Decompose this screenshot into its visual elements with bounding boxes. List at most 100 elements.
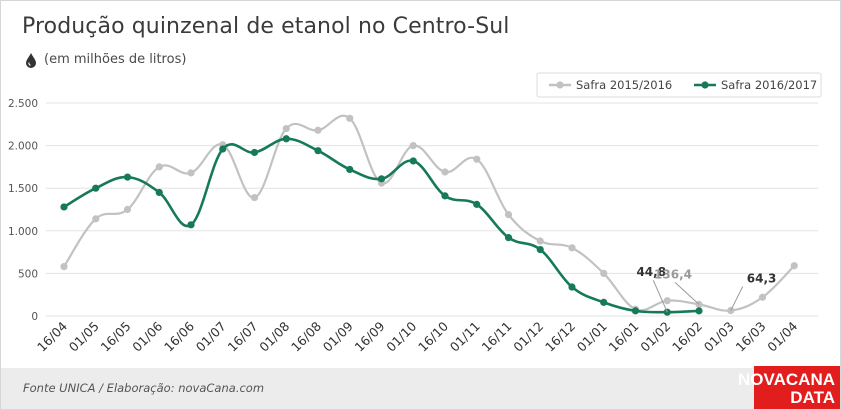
chart-subtitle: (em milhões de litros) bbox=[44, 52, 187, 67]
data-point[interactable] bbox=[155, 188, 163, 197]
x-tick-label: 16/10 bbox=[415, 318, 451, 354]
y-tick-label: 2.500 bbox=[8, 98, 38, 110]
y-tick-label: 500 bbox=[18, 268, 38, 280]
data-point[interactable] bbox=[187, 169, 195, 177]
y-tick-label: 1.500 bbox=[8, 183, 38, 195]
data-point[interactable] bbox=[600, 298, 608, 306]
x-tick-label: 01/05 bbox=[66, 319, 102, 355]
x-tick-label: 01/01 bbox=[574, 319, 610, 355]
annotation-label: 44,8 bbox=[636, 265, 666, 279]
x-tick-label: 16/07 bbox=[225, 319, 261, 355]
y-tick-label: 1.000 bbox=[8, 226, 38, 238]
x-tick-label: 01/02 bbox=[637, 319, 673, 355]
data-point[interactable] bbox=[504, 211, 513, 219]
source-note: Fonte UNICA / Elaboração: novaCana.com bbox=[23, 381, 265, 395]
data-point[interactable] bbox=[441, 192, 449, 200]
data-point[interactable] bbox=[600, 269, 608, 277]
annotation-leader bbox=[730, 286, 744, 311]
data-point[interactable] bbox=[92, 215, 100, 223]
data-point[interactable] bbox=[377, 175, 386, 183]
legend[interactable]: Safra 2015/2016 Safra 2016/2017 bbox=[536, 72, 822, 98]
data-point[interactable] bbox=[314, 147, 322, 155]
data-point[interactable] bbox=[536, 237, 544, 245]
data-point[interactable] bbox=[314, 126, 322, 134]
legend-marker bbox=[556, 81, 564, 89]
gridlines bbox=[46, 102, 818, 317]
x-tick-label: 01/09 bbox=[320, 318, 356, 354]
data-point[interactable] bbox=[695, 307, 703, 315]
x-tick-label: 01/03 bbox=[701, 319, 737, 355]
data-point[interactable] bbox=[155, 163, 163, 171]
data-point[interactable] bbox=[568, 244, 576, 252]
x-tick-label: 16/02 bbox=[669, 319, 705, 355]
novacana-logo[interactable]: NOVACANA DATA bbox=[738, 366, 840, 409]
data-point[interactable] bbox=[282, 135, 290, 143]
x-tick-label: 01/11 bbox=[447, 319, 483, 355]
logo-line2: DATA bbox=[790, 388, 835, 407]
data-point[interactable] bbox=[187, 221, 195, 229]
data-point[interactable] bbox=[758, 293, 767, 301]
legend-item[interactable]: Safra 2015/2016 bbox=[549, 78, 672, 92]
annotation-label: 136,4 bbox=[654, 267, 692, 281]
y-tick-label: 2.000 bbox=[8, 141, 38, 153]
data-point[interactable] bbox=[346, 114, 354, 122]
annotation-leader bbox=[674, 282, 700, 305]
data-point[interactable] bbox=[568, 283, 576, 291]
x-tick-label: 16/05 bbox=[98, 319, 134, 355]
data-point[interactable] bbox=[504, 234, 513, 242]
legend-box bbox=[536, 72, 822, 98]
x-tick-label: 16/04 bbox=[34, 318, 70, 354]
data-point[interactable] bbox=[473, 200, 481, 208]
x-tick-label: 01/08 bbox=[256, 318, 292, 354]
x-tick-label: 16/08 bbox=[288, 318, 324, 354]
x-tick-label: 16/12 bbox=[542, 319, 578, 355]
legend-label: Safra 2015/2016 bbox=[576, 78, 672, 92]
footer: Fonte UNICA / Elaboração: novaCana.com N… bbox=[1, 366, 840, 409]
x-tick-label: 01/07 bbox=[193, 319, 229, 355]
series bbox=[60, 114, 798, 316]
series-safra-2016-2017[interactable] bbox=[60, 135, 703, 316]
series-safra-2015-2016[interactable] bbox=[60, 114, 798, 315]
data-point[interactable] bbox=[441, 168, 449, 176]
drop-icon bbox=[26, 53, 36, 68]
data-point[interactable] bbox=[282, 124, 290, 133]
x-tick-label: 16/11 bbox=[479, 319, 515, 355]
chart-title: Produção quinzenal de etanol no Centro-S… bbox=[22, 14, 510, 39]
data-point[interactable] bbox=[790, 262, 798, 270]
legend-label: Safra 2016/2017 bbox=[721, 78, 817, 92]
y-axis-ticks: 0 500 1.000 1.500 2.000 2.500 bbox=[8, 98, 38, 323]
x-tick-label: 01/04 bbox=[764, 318, 800, 354]
line-chart: 0 500 1.000 1.500 2.000 2.500 16/0401/0516/05… bbox=[8, 72, 822, 355]
data-point[interactable] bbox=[60, 203, 68, 211]
annotation-label: 64,3 bbox=[747, 272, 777, 286]
y-tick-label: 0 bbox=[31, 311, 38, 323]
x-tick-label: 16/01 bbox=[606, 319, 642, 355]
x-tick-label: 16/06 bbox=[161, 318, 197, 354]
data-point[interactable] bbox=[536, 245, 544, 254]
legend-item[interactable]: Safra 2016/2017 bbox=[694, 78, 817, 92]
x-tick-label: 16/03 bbox=[733, 319, 769, 355]
annotation-leader bbox=[652, 279, 668, 313]
data-point[interactable] bbox=[409, 142, 417, 150]
legend-marker bbox=[701, 81, 709, 89]
data-point[interactable] bbox=[631, 307, 640, 315]
data-point[interactable] bbox=[123, 173, 132, 181]
data-point[interactable] bbox=[219, 145, 227, 153]
data-point[interactable] bbox=[346, 165, 354, 174]
logo-line1: NOVACANA bbox=[738, 370, 835, 389]
data-point[interactable] bbox=[92, 184, 100, 192]
x-tick-label: 16/09 bbox=[352, 318, 388, 354]
x-tick-label: 01/06 bbox=[129, 318, 165, 354]
data-point[interactable] bbox=[409, 157, 417, 165]
data-point[interactable] bbox=[60, 262, 68, 271]
data-point[interactable] bbox=[250, 193, 259, 202]
data-point[interactable] bbox=[123, 205, 132, 214]
data-point[interactable] bbox=[663, 297, 671, 305]
x-tick-label: 01/10 bbox=[383, 318, 419, 354]
x-axis-ticks: 16/0401/0516/0501/0616/0601/0716/0701/08… bbox=[34, 318, 800, 354]
x-tick-label: 01/12 bbox=[510, 319, 546, 355]
data-point[interactable] bbox=[250, 148, 259, 157]
data-point[interactable] bbox=[473, 155, 481, 163]
